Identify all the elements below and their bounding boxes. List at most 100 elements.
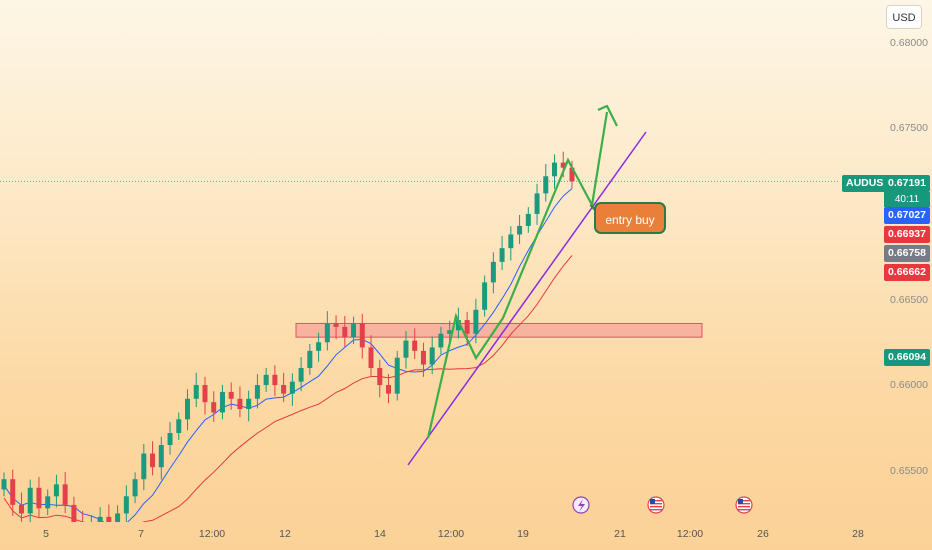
candle-body [543,176,549,194]
candle-body [45,496,51,509]
candle-body [202,385,208,403]
time-tick: 7 [138,528,144,540]
bar-countdown: 40:11 [884,192,930,207]
lightning-event-icon [572,496,590,514]
candle-body [298,367,304,382]
ask-price-label: 0.66937 [884,226,930,243]
candle-body [97,516,103,522]
candle-body [385,385,391,394]
candle-body [368,347,374,368]
time-tick: 12:00 [676,528,704,540]
time-tick: 19 [517,528,529,540]
candle-body [359,323,365,348]
trendline [407,131,647,466]
candle-body [377,367,383,386]
projected-path [426,111,609,439]
candle-body [560,162,566,168]
candle-body [508,234,514,249]
time-tick: 12:00 [198,528,226,540]
slow-ma-price-label: 0.66662 [884,264,930,281]
mid-price-label: 0.66758 [884,245,930,262]
candle-body [351,323,357,338]
time-tick: 12:00 [437,528,465,540]
candle-body [455,320,461,331]
time-tick: 21 [614,528,626,540]
symbol-tag: AUDUSD [842,175,895,192]
candle-body [289,381,295,394]
candle-body [150,453,156,468]
candle-body [473,309,479,334]
price-tick: 0.66000 [890,379,928,392]
candle-body [429,347,435,365]
plot-area[interactable] [0,0,932,522]
candle-body [263,374,269,386]
price-axis[interactable]: 0.68000 0.67500 0.66500 0.66000 0.65500 [840,0,932,522]
time-tick: 28 [852,528,864,540]
candle-body [141,453,147,480]
time-tick: 14 [374,528,386,540]
candle-body [1,479,7,490]
candle-body [219,391,225,413]
candle-body [499,248,505,262]
candle-body [228,391,234,399]
candle-body [246,398,252,410]
candle-body [447,330,453,334]
candle-body [324,323,330,343]
candle-body [18,504,24,514]
candle-body [420,350,426,365]
price-tick: 0.66500 [890,293,928,306]
candle-body [464,320,470,334]
candle-body [412,340,418,351]
candle-body [281,385,287,394]
candle-body [71,504,77,522]
candle-body [62,484,68,505]
price-tick: 0.68000 [890,36,928,49]
candle-body [254,385,260,399]
candle-body [517,225,523,235]
fast-ma-price-label: 0.67027 [884,207,930,224]
marker-price-label: 0.66094 [884,349,930,366]
candle-body [569,167,575,182]
candle-body [307,350,313,368]
candle-body [211,402,217,413]
entry-buy-callout: entry buy [594,202,666,234]
candle-body [333,323,339,327]
price-tick: 0.67500 [890,122,928,135]
candle-body [342,326,348,338]
candle-body [490,261,496,283]
candle-body [438,333,444,348]
price-tick: 0.65500 [890,464,928,477]
time-tick: 26 [757,528,769,540]
candle-body [185,398,191,420]
currency-button[interactable]: USD [886,5,922,29]
us-flag-event-icon [647,496,665,514]
candle-body [176,419,182,434]
candle-body [272,374,278,386]
time-tick: 5 [43,528,49,540]
candle-body [10,479,16,505]
candle-body [552,162,558,177]
arrow-head [597,104,618,127]
candle-body [115,513,121,522]
candle-body [403,340,409,358]
candle-body [167,433,173,445]
candle-body [106,516,112,522]
candle-body [36,487,42,509]
time-axis[interactable]: 5 7 12:00 12 14 12:00 19 21 12:00 26 28 [0,522,932,550]
time-tick: 12 [279,528,291,540]
us-flag-event-icon [735,496,753,514]
candle-body [316,342,322,351]
candle-body [158,444,164,468]
candle-body [534,193,540,214]
candle-body [394,357,400,394]
candle-body [193,385,199,399]
candle-body [525,213,531,226]
candle-body [27,487,33,514]
candle-body [132,479,138,497]
candle-body [482,282,488,310]
last-price-label: 0.67191 [884,175,930,192]
candle-body [237,398,243,410]
candle-body [53,484,59,497]
candle-body [123,496,129,514]
